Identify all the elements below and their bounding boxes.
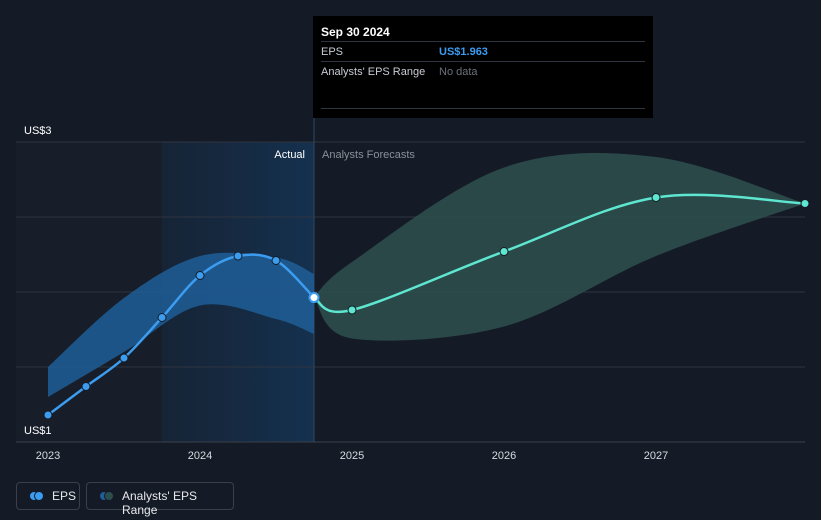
legend-range-toggle[interactable]: Analysts' EPS Range <box>86 482 234 517</box>
tooltip-eps-row: EPS US$1.963 <box>321 41 645 62</box>
forecast-eps-range-band <box>314 153 805 341</box>
x-tick-label: 2023 <box>36 450 60 462</box>
legend-eps-toggle[interactable]: EPS <box>16 482 80 510</box>
forecast-point <box>651 193 661 202</box>
current-eps-point <box>308 292 320 304</box>
tooltip-eps-label: EPS <box>321 46 344 58</box>
x-tick-label: 2024 <box>188 450 212 462</box>
x-tick-label: 2027 <box>644 450 668 462</box>
tooltip-date: Sep 30 2024 <box>321 25 390 39</box>
legend-range-label: Analysts' EPS Range <box>122 489 197 517</box>
forecast-point <box>499 247 509 256</box>
forecast-point <box>347 305 357 315</box>
eps-swatch-icon <box>29 491 44 501</box>
eps-point <box>233 251 243 261</box>
eps-point <box>271 256 281 265</box>
eps-point <box>43 410 53 420</box>
tooltip-panel: Sep 30 2024 EPS US$1.963 Analysts' EPS R… <box>313 16 653 118</box>
x-tick-label: 2025 <box>340 450 364 462</box>
eps-point <box>81 382 91 391</box>
x-tick-label: 2026 <box>492 450 516 462</box>
y-tick-label: US$1 <box>24 425 52 437</box>
forecast-point <box>800 199 810 208</box>
tooltip-range-label: Analysts' EPS Range <box>321 66 426 78</box>
actual-label: Actual <box>274 149 305 161</box>
tooltip-eps-value: US$1.963 <box>439 46 488 58</box>
eps-point <box>119 353 129 363</box>
tooltip-range-value: No data <box>439 66 478 78</box>
range-swatch-icon <box>99 491 114 501</box>
forecast-label: Analysts Forecasts <box>322 149 415 161</box>
legend-eps-label: EPS <box>52 489 77 503</box>
eps-point <box>157 313 167 322</box>
tooltip-range-row: Analysts' EPS Range No data <box>321 61 645 82</box>
y-tick-label: US$3 <box>24 125 52 137</box>
eps-point <box>195 271 205 280</box>
tooltip-divider <box>321 108 645 109</box>
actual-eps-range-band <box>48 252 315 397</box>
